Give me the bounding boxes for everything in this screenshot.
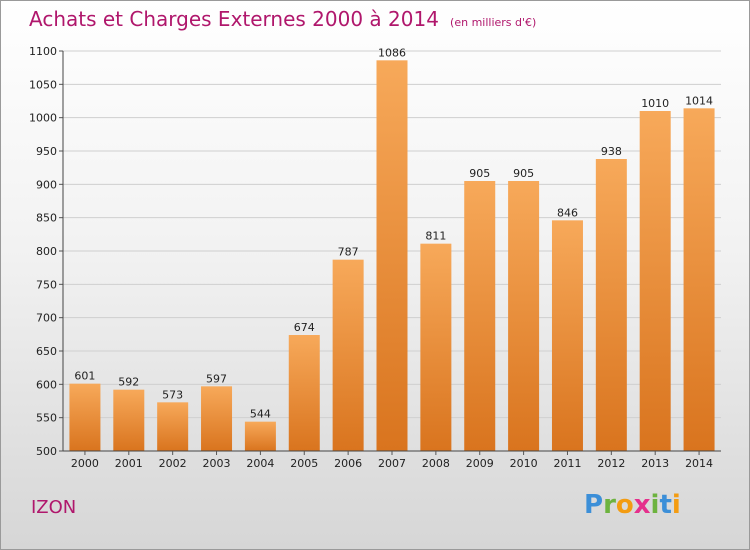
axes: 500 550 600 650 700 750 800 850 900 950 1000 1050 11…	[29, 45, 721, 470]
chart-unit-note: (en milliers d'€)	[450, 16, 537, 29]
y-tick-label: 950	[36, 145, 57, 158]
bar-value-label: 1010	[641, 97, 669, 110]
x-tick-label: 2006	[334, 457, 362, 470]
x-tick-label: 2013	[641, 457, 669, 470]
bar-value-label: 592	[118, 376, 139, 389]
x-tick-label: 2001	[115, 457, 143, 470]
bar-value-label: 674	[294, 321, 315, 334]
y-tick-label: 1000	[29, 112, 57, 125]
bar-value-label: 597	[206, 372, 227, 385]
bars	[69, 60, 715, 451]
bar	[551, 220, 583, 451]
bar-value-label: 811	[425, 230, 446, 243]
bar-value-label: 544	[250, 408, 271, 421]
chart-title: Achats et Charges Externes 2000 à 2014 (…	[29, 7, 536, 31]
bar	[420, 243, 452, 451]
y-tick-label: 1100	[29, 45, 57, 58]
logo-letter: r	[603, 490, 616, 520]
x-tick-label: 2014	[685, 457, 713, 470]
bar-value-label: 787	[338, 246, 359, 259]
proxiti-logo[interactable]: Proxiti	[584, 490, 681, 520]
x-tick-label: 2011	[553, 457, 581, 470]
y-tick-label: 800	[36, 245, 57, 258]
bar-value-label: 601	[74, 370, 95, 383]
bar	[244, 421, 276, 451]
y-tick-label: 650	[36, 345, 57, 358]
bar-value-label: 573	[162, 388, 183, 401]
bar-value-label: 1014	[685, 94, 713, 107]
bar-value-label: 905	[469, 167, 490, 180]
logo-letter: P	[584, 490, 604, 520]
bar-value-label: 846	[557, 206, 578, 219]
y-tick-label: 700	[36, 312, 57, 325]
y-tick-label: 900	[36, 178, 57, 191]
bar	[639, 111, 671, 451]
bar	[332, 259, 364, 451]
bar	[113, 389, 145, 451]
x-tick-label: 2005	[290, 457, 318, 470]
y-tick-label: 750	[36, 278, 57, 291]
x-tick-label: 2012	[597, 457, 625, 470]
x-tick-label: 2009	[466, 457, 494, 470]
bar	[464, 181, 496, 451]
y-tick-label: 550	[36, 412, 57, 425]
bar-value-label: 938	[601, 145, 622, 158]
x-tick-label: 2002	[159, 457, 187, 470]
y-tick-label: 500	[36, 445, 57, 458]
y-tick-label: 850	[36, 212, 57, 225]
commune-name: IZON	[31, 497, 77, 518]
bar	[69, 383, 101, 451]
bar	[508, 181, 540, 451]
logo-letter: i	[650, 490, 660, 520]
x-tick-label: 2003	[203, 457, 231, 470]
x-tick-label: 2004	[246, 457, 274, 470]
logo-letter: t	[659, 490, 672, 520]
bar	[288, 335, 320, 451]
y-tick-label: 1050	[29, 78, 57, 91]
bar-value-label: 905	[513, 167, 534, 180]
bar	[376, 60, 408, 451]
logo-letter: x	[633, 490, 651, 520]
bar	[595, 159, 627, 451]
chart-title-text: Achats et Charges Externes 2000 à 2014	[29, 7, 439, 31]
x-tick-label: 2010	[510, 457, 538, 470]
y-tick-label: 600	[36, 378, 57, 391]
x-tick-label: 2000	[71, 457, 99, 470]
bar	[157, 402, 189, 451]
bar-chart: 500 550 600 650 700 750 800 850 900 950 1000 1050 11…	[29, 45, 721, 470]
x-tick-label: 2008	[422, 457, 450, 470]
bar	[201, 386, 233, 451]
bar-value-label: 1086	[378, 46, 406, 59]
logo-letter: o	[615, 490, 634, 520]
bar	[683, 108, 715, 451]
logo-letter: i	[671, 490, 681, 520]
x-tick-label: 2007	[378, 457, 406, 470]
